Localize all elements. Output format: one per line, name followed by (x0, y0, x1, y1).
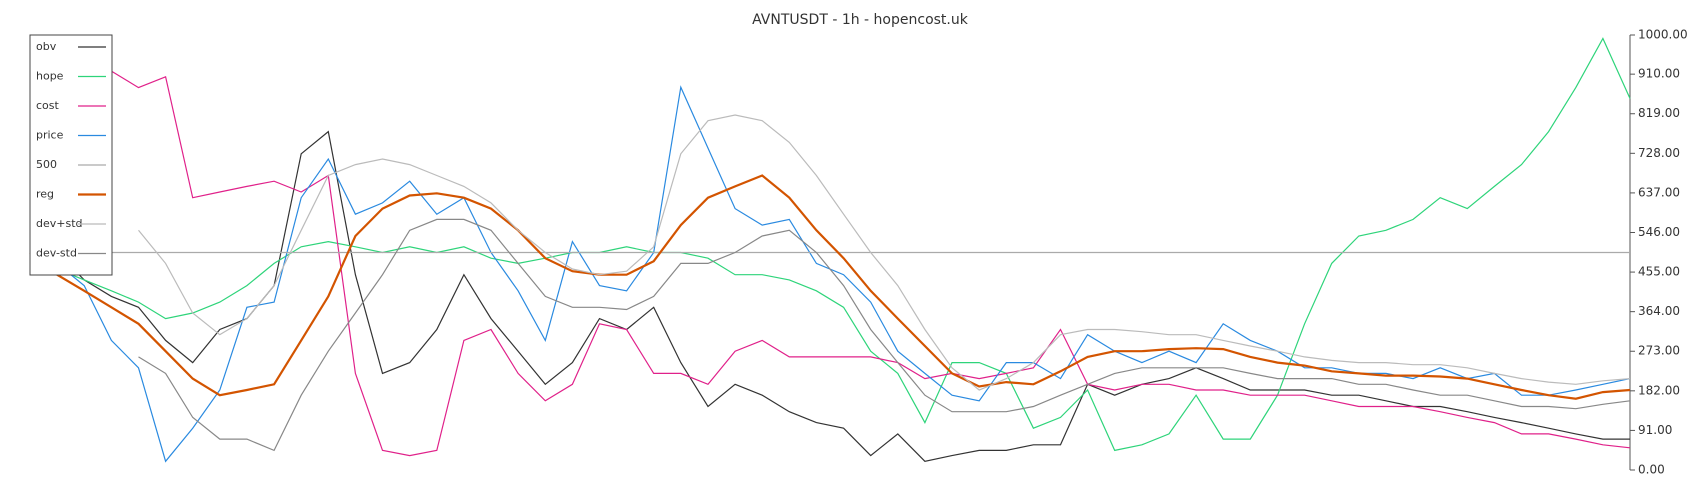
series-line (29, 37, 1631, 452)
y-tick-label: 273.00 (1638, 344, 1680, 358)
y-tick-label: 728.00 (1638, 146, 1680, 160)
legend-label: price (36, 129, 64, 142)
y-tick-label: 182.00 (1638, 383, 1680, 397)
legend-box (29, 34, 113, 276)
y-tick-label: 1000.00 (1638, 28, 1688, 42)
legend-label: cost (36, 99, 60, 112)
legend-label: obv (36, 40, 57, 53)
series-line (29, 130, 1630, 462)
y-tick-label: 91.00 (1638, 423, 1672, 437)
legend-label: reg (36, 188, 54, 201)
series-line (138, 218, 1631, 452)
y-tick-label: 637.00 (1638, 185, 1680, 199)
legend-label: dev-std (36, 247, 77, 260)
legend: obv hope cost price 500 reg dev+std dev-std (29, 34, 113, 276)
y-tick-label: 364.00 (1638, 304, 1680, 318)
series-line (138, 114, 1631, 391)
series-line (29, 48, 1631, 457)
y-tick-label: 0.00 (1638, 463, 1665, 477)
series-line (29, 85, 1631, 463)
series-line (29, 174, 1631, 400)
legend-label: dev+std (36, 217, 83, 230)
y-tick-label: 546.00 (1638, 225, 1680, 239)
y-tick-label: 455.00 (1638, 265, 1680, 279)
chart-title: AVNTUSDT - 1h - hopencost.uk (752, 12, 969, 28)
y-tick-label: 910.00 (1638, 67, 1680, 81)
legend-label: hope (36, 70, 64, 83)
y-tick-label: 819.00 (1638, 106, 1680, 120)
legend-label: 500 (36, 158, 57, 171)
